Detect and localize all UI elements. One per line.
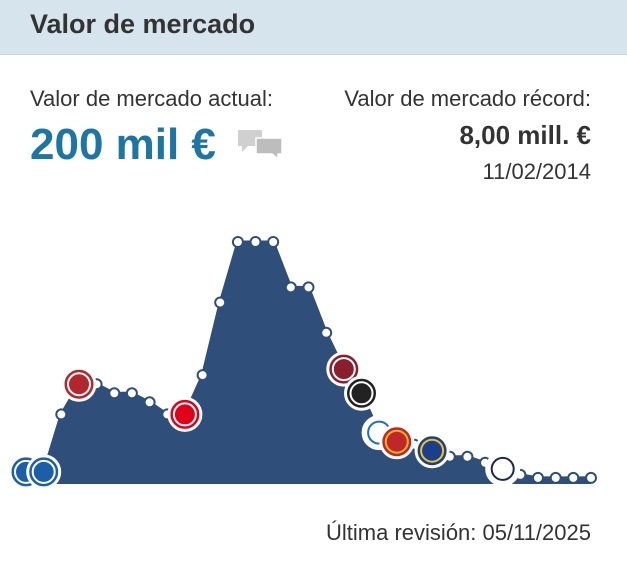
club-logo-rubin-kazan[interactable] (326, 351, 362, 387)
club-logo-xanthi[interactable] (379, 424, 415, 460)
market-value-chart (8, 236, 597, 490)
chart-point[interactable] (585, 471, 597, 484)
chart-point[interactable] (461, 450, 474, 463)
chart-point[interactable] (231, 236, 244, 248)
chart-point[interactable] (108, 387, 121, 400)
chart-point[interactable] (567, 471, 580, 484)
card-title: Valor de mercado (30, 9, 256, 39)
last-review-date: Última revisión: 05/11/2025 (326, 520, 591, 545)
chart-point[interactable] (284, 281, 297, 294)
record-date: 11/02/2014 (482, 159, 591, 184)
chart-point[interactable] (320, 326, 333, 339)
club-logo-st-pauli[interactable] (61, 366, 97, 402)
current-value-label: Valor de mercado actual: (30, 86, 273, 111)
chart-point[interactable] (143, 396, 156, 409)
chart-point[interactable] (302, 281, 315, 294)
club-logo-alianza-lima[interactable] (485, 451, 521, 487)
current-value: 200 mil € (30, 120, 216, 169)
chart-point[interactable] (249, 236, 262, 248)
chart-point[interactable] (55, 408, 68, 421)
chart-club-markers (8, 351, 521, 490)
club-logo-eintracht-frankfurt[interactable] (167, 396, 203, 432)
chart-point[interactable] (214, 296, 227, 309)
club-logo-schalke-04[interactable] (26, 454, 62, 490)
chart-point[interactable] (549, 471, 562, 484)
chart-point[interactable] (196, 369, 209, 382)
record-value-label: Valor de mercado récord: (344, 86, 591, 111)
card-header: Valor de mercado (0, 0, 627, 55)
chart-point[interactable] (267, 236, 280, 248)
speech-bubbles-icon[interactable] (236, 128, 284, 160)
chart-area (26, 242, 591, 484)
chart-point[interactable] (532, 471, 544, 484)
chart-point[interactable] (125, 387, 138, 400)
club-logo-paok[interactable] (344, 375, 379, 411)
record-value: 8,00 mill. € (459, 120, 591, 150)
club-logo-boca-juniors[interactable] (414, 433, 450, 469)
